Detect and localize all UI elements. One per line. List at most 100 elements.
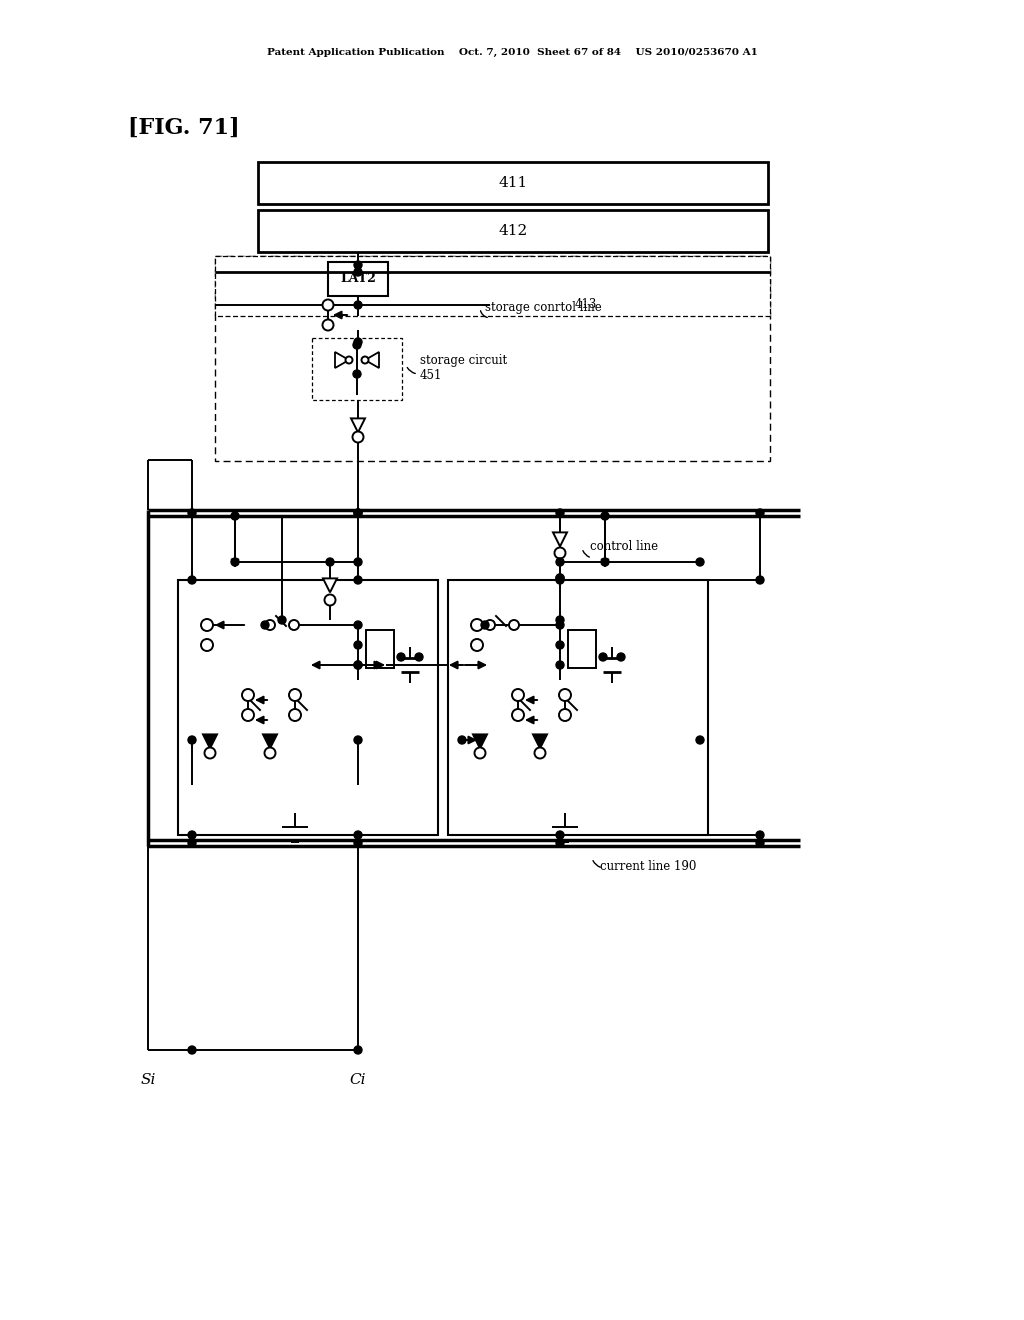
Text: Si: Si	[140, 1073, 156, 1086]
Circle shape	[756, 576, 764, 583]
Circle shape	[556, 642, 564, 649]
Circle shape	[353, 370, 361, 378]
Polygon shape	[335, 352, 349, 368]
Circle shape	[599, 653, 607, 661]
Bar	[568, 630, 596, 668]
Circle shape	[458, 737, 466, 744]
Circle shape	[323, 319, 334, 330]
Circle shape	[201, 619, 213, 631]
Bar	[178, 579, 438, 836]
Circle shape	[242, 689, 254, 701]
Polygon shape	[203, 734, 217, 748]
Circle shape	[535, 747, 546, 759]
Circle shape	[354, 832, 362, 840]
Bar	[449, 579, 708, 836]
Circle shape	[756, 832, 764, 840]
Circle shape	[188, 510, 196, 517]
Circle shape	[601, 558, 609, 566]
Text: control line: control line	[590, 540, 658, 553]
Circle shape	[188, 832, 196, 840]
Circle shape	[289, 689, 301, 701]
Circle shape	[559, 709, 571, 721]
Circle shape	[474, 747, 485, 759]
Bar	[366, 630, 394, 668]
Circle shape	[512, 689, 524, 701]
Circle shape	[354, 576, 362, 583]
Circle shape	[756, 510, 764, 517]
Circle shape	[509, 620, 519, 630]
Circle shape	[188, 737, 196, 744]
Text: 413: 413	[575, 298, 597, 312]
Circle shape	[231, 558, 239, 566]
Circle shape	[397, 653, 406, 661]
Circle shape	[512, 709, 524, 721]
Circle shape	[278, 616, 286, 624]
Text: storage conrtol line: storage conrtol line	[485, 301, 602, 314]
Circle shape	[485, 620, 495, 630]
Circle shape	[354, 642, 362, 649]
Circle shape	[201, 639, 213, 651]
Circle shape	[354, 737, 362, 744]
Text: current line 190: current line 190	[600, 859, 696, 873]
Circle shape	[556, 661, 564, 669]
Circle shape	[261, 620, 269, 630]
Circle shape	[601, 512, 609, 520]
Circle shape	[231, 512, 239, 520]
Circle shape	[556, 510, 564, 517]
Circle shape	[354, 261, 362, 269]
Polygon shape	[323, 578, 337, 593]
Text: Patent Application Publication    Oct. 7, 2010  Sheet 67 of 84    US 2010/025367: Patent Application Publication Oct. 7, 2…	[266, 48, 758, 57]
Text: Ci: Ci	[350, 1073, 367, 1086]
Circle shape	[352, 432, 364, 442]
Text: [FIG. 71]: [FIG. 71]	[128, 117, 240, 139]
Circle shape	[289, 709, 301, 721]
Polygon shape	[534, 734, 547, 748]
Circle shape	[556, 574, 564, 582]
Polygon shape	[263, 734, 278, 748]
Circle shape	[556, 574, 564, 582]
Circle shape	[481, 620, 489, 630]
Circle shape	[345, 356, 352, 363]
Polygon shape	[553, 532, 567, 546]
Circle shape	[617, 653, 625, 661]
Circle shape	[325, 594, 336, 606]
Circle shape	[696, 558, 705, 566]
Text: 411: 411	[499, 176, 527, 190]
Circle shape	[354, 620, 362, 630]
Circle shape	[188, 840, 196, 847]
Circle shape	[556, 616, 564, 624]
Bar	[215, 256, 770, 461]
Circle shape	[265, 620, 275, 630]
Bar	[312, 338, 402, 400]
Circle shape	[354, 338, 362, 346]
Circle shape	[354, 840, 362, 847]
Circle shape	[353, 341, 361, 348]
Circle shape	[556, 840, 564, 847]
Circle shape	[415, 653, 423, 661]
Circle shape	[354, 510, 362, 517]
Circle shape	[354, 510, 362, 517]
Circle shape	[556, 620, 564, 630]
Circle shape	[556, 558, 564, 566]
Circle shape	[205, 747, 215, 759]
Circle shape	[326, 558, 334, 566]
Circle shape	[556, 576, 564, 583]
Bar	[215, 256, 770, 315]
Circle shape	[264, 747, 275, 759]
Circle shape	[471, 639, 483, 651]
Circle shape	[354, 268, 362, 276]
Polygon shape	[473, 734, 487, 748]
Circle shape	[354, 301, 362, 309]
Circle shape	[471, 619, 483, 631]
Circle shape	[361, 356, 369, 363]
Bar	[328, 261, 388, 296]
Text: 412: 412	[499, 224, 527, 238]
Circle shape	[555, 548, 565, 558]
Circle shape	[696, 737, 705, 744]
Circle shape	[242, 709, 254, 721]
Bar	[258, 210, 768, 252]
Polygon shape	[365, 352, 379, 368]
Circle shape	[354, 661, 362, 669]
Polygon shape	[351, 418, 365, 433]
Circle shape	[289, 620, 299, 630]
